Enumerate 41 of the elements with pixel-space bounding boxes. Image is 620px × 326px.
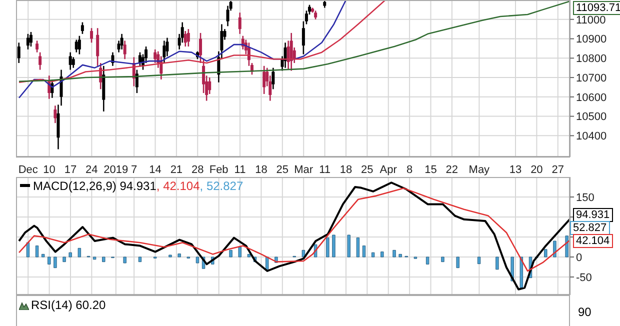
y-tick-label: 10400	[576, 130, 607, 143]
y-tick-label: 150	[576, 192, 594, 204]
y-tick-label: 10600	[576, 92, 607, 104]
x-tick-label: Dec	[18, 164, 38, 176]
x-tick-label: 2019	[104, 164, 128, 176]
x-tick-label: 18	[255, 164, 268, 176]
chart-title: MACD(12,26,9) 94.931, 42.104, 52.827	[33, 179, 244, 193]
x-tick-label: 22	[446, 164, 458, 176]
y-tick-label: 10700	[576, 72, 607, 84]
x-tick-label: 8	[406, 164, 413, 176]
text: 90	[578, 305, 592, 319]
y-tick-label: -50	[576, 272, 592, 284]
x-tick-label: Feb	[209, 164, 228, 176]
x-tick-label: 14	[149, 164, 162, 176]
x-tick-label: Apr	[380, 164, 398, 176]
y-tick-label: 10800	[576, 53, 607, 66]
y-tick-label: 11000	[576, 14, 606, 26]
x-tick-label: 28	[192, 164, 204, 176]
annotation: 42.104	[573, 234, 613, 248]
x-tick-label: 10	[43, 164, 56, 176]
y-tick-label: 10500	[576, 111, 607, 124]
x-tick-label: 17	[64, 164, 77, 176]
x-tick-label: 11	[234, 164, 246, 176]
annotation: 52.827	[570, 221, 610, 236]
x-tick-label: 24	[86, 164, 98, 176]
annotation: 94.931	[573, 208, 613, 222]
x-tick-label: 15	[424, 164, 437, 176]
x-tick-label: 18	[340, 164, 352, 176]
x-tick-label: 11	[319, 164, 330, 176]
x-tick-label: 7	[131, 164, 138, 176]
x-tick-label: 13	[509, 164, 522, 176]
x-tick-label: 21	[170, 164, 183, 176]
x-tick-label: 25	[361, 164, 374, 176]
x-tick-label: 20	[530, 164, 543, 176]
x-tick-label: 25	[276, 164, 289, 176]
x-tick-label: Mar	[294, 164, 314, 176]
x-tick-label: May	[468, 164, 490, 176]
y-tick-label: 0	[576, 252, 582, 264]
y-tick-label: 10900	[576, 34, 607, 46]
x-tick-label: 27	[552, 164, 564, 176]
text: RSI(14) 60.20	[31, 298, 106, 312]
